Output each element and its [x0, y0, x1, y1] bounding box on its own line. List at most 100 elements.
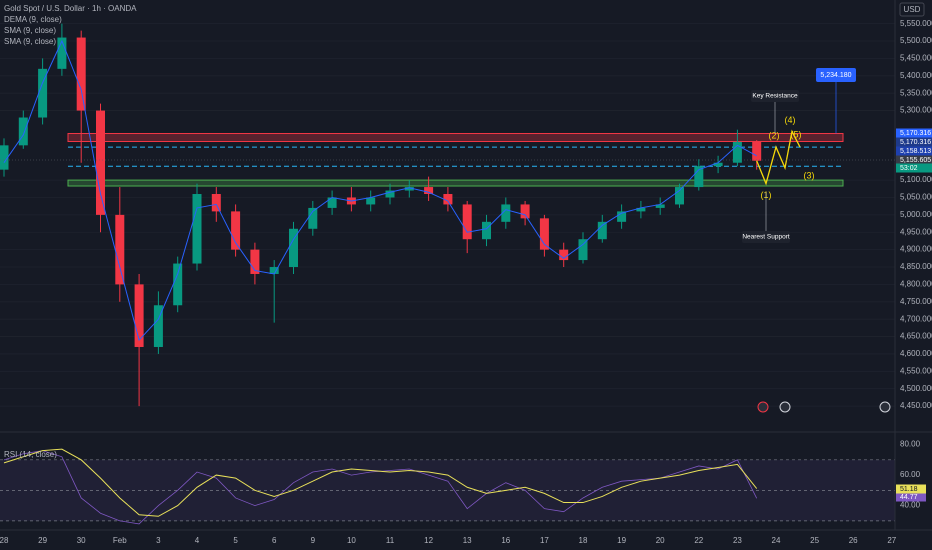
candle-body — [732, 141, 742, 163]
event-icon[interactable] — [757, 401, 769, 413]
candle-body — [153, 305, 163, 347]
candle-body — [462, 204, 472, 240]
price-tag — [896, 163, 932, 173]
candle-body — [559, 249, 569, 261]
price-tag — [896, 146, 932, 156]
x-tick-label: 22 — [694, 536, 703, 545]
event-icon[interactable] — [879, 401, 891, 413]
candle-body — [38, 68, 48, 118]
series-line — [3, 448, 758, 517]
candle-body — [308, 207, 318, 229]
x-tick-label: 17 — [540, 536, 549, 545]
y-tick-label: 5,300.000 — [900, 106, 932, 115]
price-tag-label: 5,170.316 — [900, 130, 931, 137]
wave-path — [756, 129, 801, 186]
wave-label: (2) — [769, 130, 780, 140]
candle-body — [482, 221, 491, 240]
x-tick-label: 20 — [656, 536, 665, 545]
candle-body — [289, 228, 298, 268]
x-tick-label: 4 — [195, 536, 200, 545]
x-tick-label: 18 — [579, 536, 588, 545]
price-tag-label: 5,158.513 — [900, 148, 931, 155]
plot-layer: 4,450.000 4,500.000 4,550.000 4,600.000 4,65… — [0, 19, 932, 545]
y-tick-label: 80.00 — [900, 440, 921, 449]
zone — [67, 133, 844, 143]
currency-box[interactable] — [899, 2, 925, 17]
candle-body — [655, 204, 665, 208]
candle-body — [578, 239, 588, 261]
y-tick-label: 5,050.000 — [900, 193, 932, 202]
x-tick-label: 28 — [0, 536, 9, 545]
candle-body — [192, 194, 202, 264]
candle-body — [18, 117, 28, 146]
legend-entry: DEMA (9, close) — [4, 15, 62, 24]
callout-label: Key Resistance — [752, 93, 798, 100]
y-tick-label: 4,550.000 — [900, 366, 932, 375]
candle-body — [76, 37, 86, 111]
y-tick-label: 5,450.000 — [900, 54, 932, 63]
currency: USD — [904, 5, 921, 14]
candle-body — [115, 214, 125, 285]
candle-body — [385, 190, 395, 198]
y-tick-label: 40.00 — [900, 501, 921, 510]
value-tag-label: 51.18 — [900, 486, 918, 493]
indicator-label: SMA (9, close) — [4, 26, 56, 35]
value-tag-label: 44.77 — [900, 494, 918, 501]
y-tick-label: 4,850.000 — [900, 262, 932, 271]
x-tick-label: 19 — [617, 536, 626, 545]
zone — [67, 179, 844, 187]
candle-body — [597, 221, 607, 240]
value-tag — [896, 492, 926, 502]
y-tick-label: 4,750.000 — [900, 297, 932, 306]
y-tick-label: 5,550.000 — [900, 19, 932, 28]
x-tick-label: 27 — [887, 536, 896, 545]
x-tick-label: 23 — [733, 536, 742, 545]
candle-body — [675, 187, 684, 205]
x-tick-label: 5 — [233, 536, 238, 545]
symbol-title: Gold Spot / U.S. Dollar · 1h · OANDA — [4, 4, 137, 13]
candle-body — [501, 204, 511, 222]
x-tick-label: 10 — [347, 536, 356, 545]
y-tick-label: 4,800.000 — [900, 280, 932, 289]
candle-body — [424, 187, 434, 195]
wave-label: (5) — [791, 129, 802, 139]
x-tick-label: 24 — [772, 536, 781, 545]
candle-body — [231, 211, 241, 250]
x-tick-label: 25 — [810, 536, 819, 545]
callout-box — [751, 90, 799, 102]
y-tick-label: 5,350.000 — [900, 88, 932, 97]
price-tag-label: 5,170.316 — [900, 139, 931, 146]
series-line — [3, 39, 757, 342]
candle-body — [636, 207, 646, 212]
target-box — [816, 68, 856, 82]
price-tag — [896, 137, 932, 147]
x-tick-label: 13 — [463, 536, 472, 545]
candle-body — [327, 197, 337, 208]
candle-body — [752, 141, 762, 161]
candle-body — [404, 187, 414, 191]
candle-body — [269, 267, 279, 274]
y-tick-label: 4,600.000 — [900, 349, 932, 358]
y-tick-label: 5,400.000 — [900, 71, 932, 80]
indicator-label: SMA (9, close) — [4, 37, 56, 46]
x-tick-label: 11 — [386, 536, 395, 545]
candle-body — [443, 194, 453, 205]
y-tick-label: 5,500.000 — [900, 36, 932, 45]
x-tick-label: 26 — [849, 536, 858, 545]
target-label: 5,234.180 — [820, 72, 851, 79]
price-tag-label: 5,155.605 — [900, 157, 931, 164]
y-tick-label: 4,700.000 — [900, 314, 932, 323]
candle-body — [617, 211, 627, 222]
x-tick-label: 9 — [311, 536, 316, 545]
candle-body — [539, 218, 549, 250]
y-tick-label: 4,450.000 — [900, 401, 932, 410]
x-tick-label: 30 — [77, 536, 86, 545]
x-tick-label: 16 — [501, 536, 510, 545]
y-tick-label: 4,900.000 — [900, 245, 932, 254]
candle-body — [134, 284, 144, 347]
candle-body — [250, 249, 260, 274]
event-icon[interactable] — [779, 401, 791, 413]
wave-label: (3) — [804, 170, 815, 180]
value-tag — [896, 484, 926, 494]
